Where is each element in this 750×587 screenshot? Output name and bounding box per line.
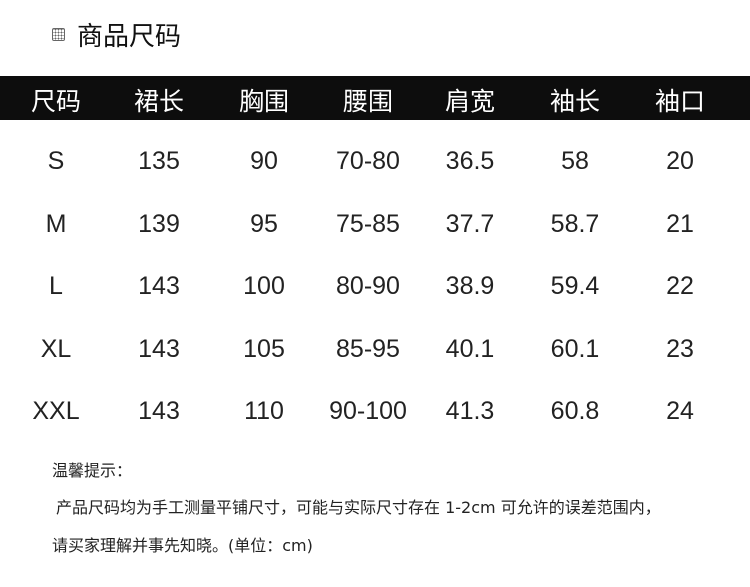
table-cell: 60.8	[550, 397, 600, 425]
notes-line-2: 请买家理解并事先知晓。(单位：cm)	[52, 536, 313, 555]
table-cell: 143	[138, 397, 180, 425]
table-row: XXL 143 110 90-100 41.3 60.8 24	[0, 397, 750, 437]
notes-line-1: 产品尺码均为手工测量平铺尺寸，可能与实际尺寸存在 1-2cm 可允许的误差范围内…	[56, 498, 661, 517]
table-cell: 100	[243, 272, 285, 300]
table-cell: 80-90	[336, 272, 400, 300]
table-cell: 58	[561, 147, 589, 175]
table-header: 尺码 裙长 胸围 腰围 肩宽 袖长 袖口	[0, 76, 750, 120]
table-cell: S	[47, 147, 65, 175]
table-cell: M	[45, 210, 67, 238]
table-cell: 23	[666, 335, 694, 363]
table-row: M 139 95 75-85 37.7 58.7 21	[0, 210, 750, 250]
table-cell: 135	[138, 147, 180, 175]
table-cell: 143	[138, 335, 180, 363]
table-cell: 37.7	[445, 210, 495, 238]
column-header: 胸围	[238, 87, 290, 116]
table-cell: 38.9	[445, 272, 495, 300]
notes-heading: 温馨提示：	[52, 461, 133, 480]
column-header: 袖口	[654, 87, 706, 116]
column-header: 尺码	[30, 87, 82, 116]
table-cell: 105	[243, 335, 285, 363]
table-cell: 22	[666, 272, 694, 300]
table-cell: 95	[250, 210, 278, 238]
table-cell: 139	[138, 210, 180, 238]
calendar-icon	[52, 28, 65, 41]
table-cell: 59.4	[550, 272, 600, 300]
table-cell: 60.1	[550, 335, 600, 363]
table-cell: XXL	[32, 397, 80, 425]
table-row: S 135 90 70-80 36.5 58 20	[0, 147, 750, 187]
table-cell: 110	[244, 397, 284, 425]
table-cell: XL	[40, 335, 72, 363]
table-cell: 90-100	[329, 397, 407, 425]
table-cell: 90	[250, 147, 278, 175]
table-cell: 41.3	[445, 397, 495, 425]
table-cell: 85-95	[336, 335, 400, 363]
table-cell: 21	[666, 210, 694, 238]
table-row: XL 143 105 85-95 40.1 60.1 23	[0, 335, 750, 375]
column-header: 袖长	[549, 87, 601, 116]
column-header: 腰围	[342, 87, 394, 116]
table-cell: 143	[138, 272, 180, 300]
table-row: L 143 100 80-90 38.9 59.4 22	[0, 272, 750, 312]
table-cell: 75-85	[336, 210, 400, 238]
table-cell: 58.7	[550, 210, 600, 238]
table-cell: 70-80	[336, 147, 400, 175]
column-header: 肩宽	[444, 87, 496, 116]
column-header: 裙长	[133, 87, 185, 116]
table-cell: 24	[666, 397, 694, 425]
table-cell: 36.5	[445, 147, 495, 175]
section-title: 商品尺码	[52, 16, 181, 53]
title-text: 商品尺码	[77, 22, 182, 52]
table-cell: L	[49, 272, 63, 300]
table-cell: 40.1	[445, 335, 495, 363]
table-cell: 20	[666, 147, 694, 175]
